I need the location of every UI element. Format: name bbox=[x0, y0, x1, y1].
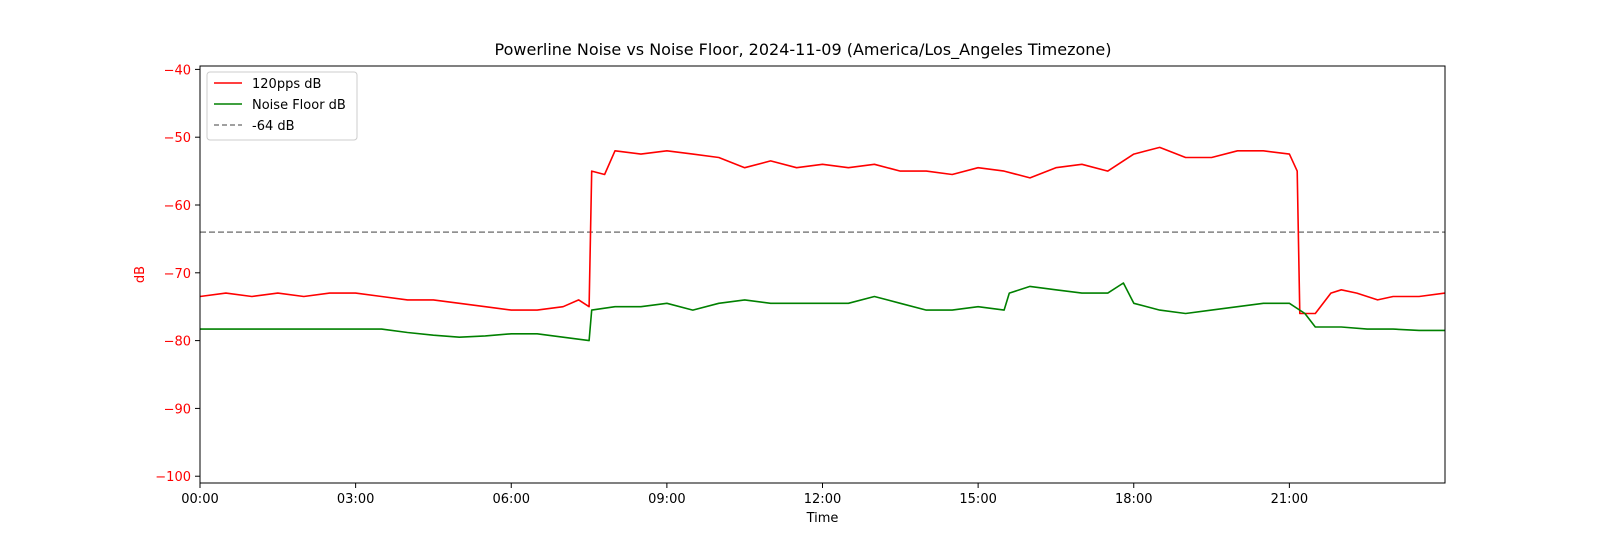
x-tick-label-5: 15:00 bbox=[959, 492, 996, 507]
x-tick-label-2: 06:00 bbox=[493, 492, 530, 507]
plot-area bbox=[199, 146, 1446, 342]
y-tick-label-3: −70 bbox=[164, 267, 191, 282]
x-tick-label-0: 00:00 bbox=[181, 492, 218, 507]
y-tick-label-4: −80 bbox=[164, 335, 191, 350]
x-tick-label-4: 12:00 bbox=[804, 492, 841, 507]
y-tick-label-0: −40 bbox=[164, 63, 191, 78]
legend-label-reference: -64 dB bbox=[252, 119, 295, 134]
legend-label-noise-floor: Noise Floor dB bbox=[252, 98, 346, 113]
x-tick-label-1: 03:00 bbox=[337, 492, 374, 507]
x-tick-label-6: 18:00 bbox=[1115, 492, 1152, 507]
x-tick-label-7: 21:00 bbox=[1271, 492, 1308, 507]
chart-title: Powerline Noise vs Noise Floor, 2024-11-… bbox=[495, 40, 1112, 60]
y-tick-label-2: −60 bbox=[164, 199, 191, 214]
legend: 120pps dB Noise Floor dB -64 dB bbox=[206, 71, 358, 141]
series-line-0 bbox=[199, 146, 1446, 315]
y-tick-label-1: −50 bbox=[164, 131, 191, 146]
y-axis: −40 −50 −60 −70 −80 −90 −100 bbox=[155, 63, 200, 485]
plot-frame bbox=[199, 65, 1446, 484]
x-tick-label-3: 09:00 bbox=[648, 492, 685, 507]
legend-box bbox=[206, 71, 358, 141]
y-tick-label-6: −100 bbox=[155, 470, 191, 485]
y-axis-label: dB bbox=[133, 266, 148, 283]
legend-label-120pps: 120pps dB bbox=[252, 77, 321, 92]
y-tick-label-5: −90 bbox=[164, 402, 191, 417]
x-axis-label: Time bbox=[806, 511, 839, 526]
x-axis: 00:00 03:00 06:00 09:00 12:00 15:00 18:00 21:00 bbox=[181, 483, 1308, 507]
series-line-1 bbox=[200, 282, 1445, 342]
